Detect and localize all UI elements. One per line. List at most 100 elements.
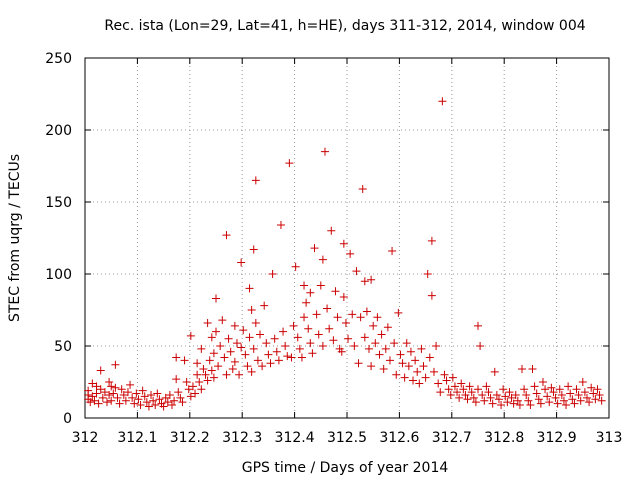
data-point: [373, 313, 382, 322]
data-point: [230, 357, 239, 366]
data-point: [262, 339, 271, 348]
data-point: [511, 390, 520, 399]
data-point: [144, 402, 153, 411]
data-point: [182, 378, 191, 386]
data-point: [564, 382, 573, 391]
data-point: [312, 310, 321, 319]
data-point: [123, 388, 132, 397]
data-point: [589, 389, 598, 398]
data-point: [392, 370, 401, 379]
data-point: [578, 378, 587, 386]
data-point: [409, 376, 418, 385]
data-point: [383, 323, 392, 332]
data-point: [503, 398, 512, 407]
data-point: [572, 385, 581, 394]
y-tick-label: 200: [45, 123, 72, 139]
data-point: [375, 350, 384, 359]
data-point: [337, 347, 346, 356]
data-point: [113, 393, 122, 402]
data-point: [482, 382, 491, 391]
data-point: [249, 344, 258, 353]
data-point: [365, 344, 374, 353]
data-point: [505, 388, 514, 397]
data-points: [84, 97, 606, 411]
data-point: [295, 344, 304, 353]
data-point: [520, 385, 529, 394]
data-point: [518, 365, 527, 374]
data-point: [289, 321, 298, 330]
data-point: [216, 342, 225, 350]
data-point: [237, 258, 246, 267]
x-tick-label: 312.7: [432, 430, 472, 446]
x-tick-label: 312.2: [170, 430, 210, 446]
data-point: [553, 399, 562, 408]
data-point: [103, 398, 112, 407]
data-point: [436, 388, 445, 397]
data-point: [417, 344, 426, 353]
data-point: [153, 389, 162, 398]
data-point: [362, 307, 371, 316]
data-point: [463, 395, 472, 404]
data-point: [398, 359, 407, 368]
x-tick-labels: 312 312.1 312.2 312.3 312.4 312.5 312.6 312.7 31…: [72, 430, 623, 446]
data-point: [239, 326, 248, 335]
data-point: [427, 236, 436, 245]
data-point: [543, 392, 552, 401]
x-tick-label: 312.4: [275, 430, 315, 446]
data-point: [140, 392, 149, 401]
data-point: [341, 318, 350, 327]
data-point: [346, 249, 355, 258]
data-point: [178, 398, 187, 407]
data-point: [448, 373, 457, 382]
data-point: [427, 291, 436, 300]
data-point: [270, 334, 279, 343]
data-point: [228, 365, 237, 374]
data-point: [333, 313, 342, 322]
data-point: [297, 353, 306, 362]
data-point: [134, 395, 143, 404]
data-point: [222, 370, 231, 379]
data-point: [429, 367, 438, 376]
data-point: [237, 343, 246, 352]
data-point: [107, 396, 116, 405]
data-point: [100, 388, 109, 397]
data-point: [126, 380, 135, 389]
data-point: [488, 399, 497, 408]
data-point: [538, 378, 547, 386]
data-point: [245, 284, 254, 293]
data-point: [251, 318, 260, 327]
data-point: [272, 347, 281, 356]
data-point: [358, 185, 367, 194]
data-point: [224, 334, 233, 343]
data-point: [109, 389, 118, 398]
data-point: [111, 383, 120, 392]
data-point: [453, 388, 462, 397]
data-point: [474, 385, 482, 394]
data-point: [582, 393, 591, 402]
data-point: [300, 281, 309, 290]
data-point: [105, 390, 114, 399]
grid-lines: [85, 58, 609, 418]
data-point: [92, 382, 101, 391]
data-point: [88, 379, 97, 388]
data-point: [316, 281, 325, 290]
data-point: [469, 393, 478, 402]
data-point: [320, 147, 329, 156]
data-point: [356, 313, 365, 322]
data-point: [285, 159, 294, 168]
data-point: [128, 393, 137, 402]
data-point: [260, 301, 269, 310]
data-point: [218, 316, 227, 325]
data-point: [471, 398, 480, 407]
data-point: [413, 367, 422, 376]
data-point: [119, 390, 128, 399]
data-point: [163, 398, 172, 407]
data-point: [291, 262, 300, 271]
data-point: [522, 390, 531, 399]
data-point: [266, 359, 275, 368]
data-point: [492, 390, 501, 399]
data-point: [193, 370, 202, 379]
data-point: [281, 342, 290, 350]
data-point: [501, 392, 510, 401]
data-point: [507, 393, 516, 402]
